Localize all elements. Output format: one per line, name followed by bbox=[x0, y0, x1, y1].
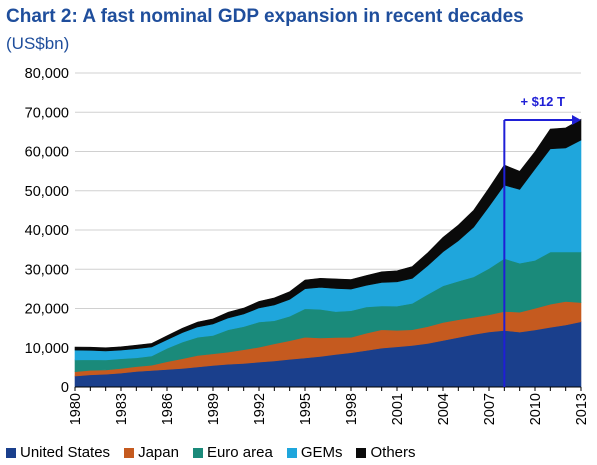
y-tick-label: 50,000 bbox=[25, 184, 69, 200]
x-tick-label: 1989 bbox=[206, 393, 222, 425]
legend-label: Japan bbox=[138, 444, 179, 461]
x-tick-label: 1992 bbox=[252, 393, 268, 425]
x-tick-label: 1995 bbox=[298, 393, 314, 425]
legend-item-japan: Japan bbox=[124, 444, 179, 461]
legend-swatch bbox=[124, 447, 135, 458]
legend-item-gems: GEMs bbox=[286, 444, 343, 461]
annotation-arrow-head bbox=[572, 115, 581, 125]
x-tick-label: 2007 bbox=[482, 393, 498, 425]
area-others bbox=[74, 118, 582, 352]
legend: United States Japan Euro area GEMs Others bbox=[6, 444, 430, 461]
y-tick-label: 80,000 bbox=[25, 66, 69, 82]
x-tick-label: 1983 bbox=[114, 393, 130, 425]
x-tick-label: 2010 bbox=[528, 393, 544, 425]
chart-title: Chart 2: A fast nominal GDP expansion in… bbox=[6, 6, 524, 27]
x-tick-label: 2004 bbox=[436, 393, 452, 425]
legend-item-euro-area: Euro area bbox=[192, 444, 273, 461]
x-tick-label: 1980 bbox=[68, 393, 84, 425]
legend-swatch bbox=[192, 447, 203, 458]
legend-label: Others bbox=[370, 444, 416, 461]
legend-label: GEMs bbox=[300, 444, 343, 461]
legend-label: United States bbox=[20, 444, 111, 461]
legend-swatch bbox=[286, 447, 297, 458]
x-tick-label: 1986 bbox=[160, 393, 176, 425]
y-tick-label: 0 bbox=[61, 380, 69, 396]
y-tick-label: 10,000 bbox=[25, 341, 69, 357]
y-tick-label: 60,000 bbox=[25, 145, 69, 161]
y-tick-label: 70,000 bbox=[25, 105, 69, 121]
legend-item-united-states: United States bbox=[6, 444, 110, 461]
legend-swatch bbox=[356, 447, 367, 458]
x-tick-label: 2001 bbox=[390, 393, 406, 425]
annotation-label: + $12 T bbox=[520, 94, 565, 109]
legend-swatch bbox=[6, 447, 16, 458]
y-tick-label: 40,000 bbox=[25, 223, 69, 239]
x-tick-label: 2013 bbox=[574, 393, 590, 425]
y-tick-label: 30,000 bbox=[25, 262, 69, 278]
legend-label: Euro area bbox=[206, 444, 273, 461]
legend-item-others: Others bbox=[356, 444, 416, 461]
x-tick-label: 1998 bbox=[344, 393, 360, 425]
y-tick-label: 20,000 bbox=[25, 302, 69, 318]
chart-subtitle: (US$bn) bbox=[6, 34, 70, 53]
